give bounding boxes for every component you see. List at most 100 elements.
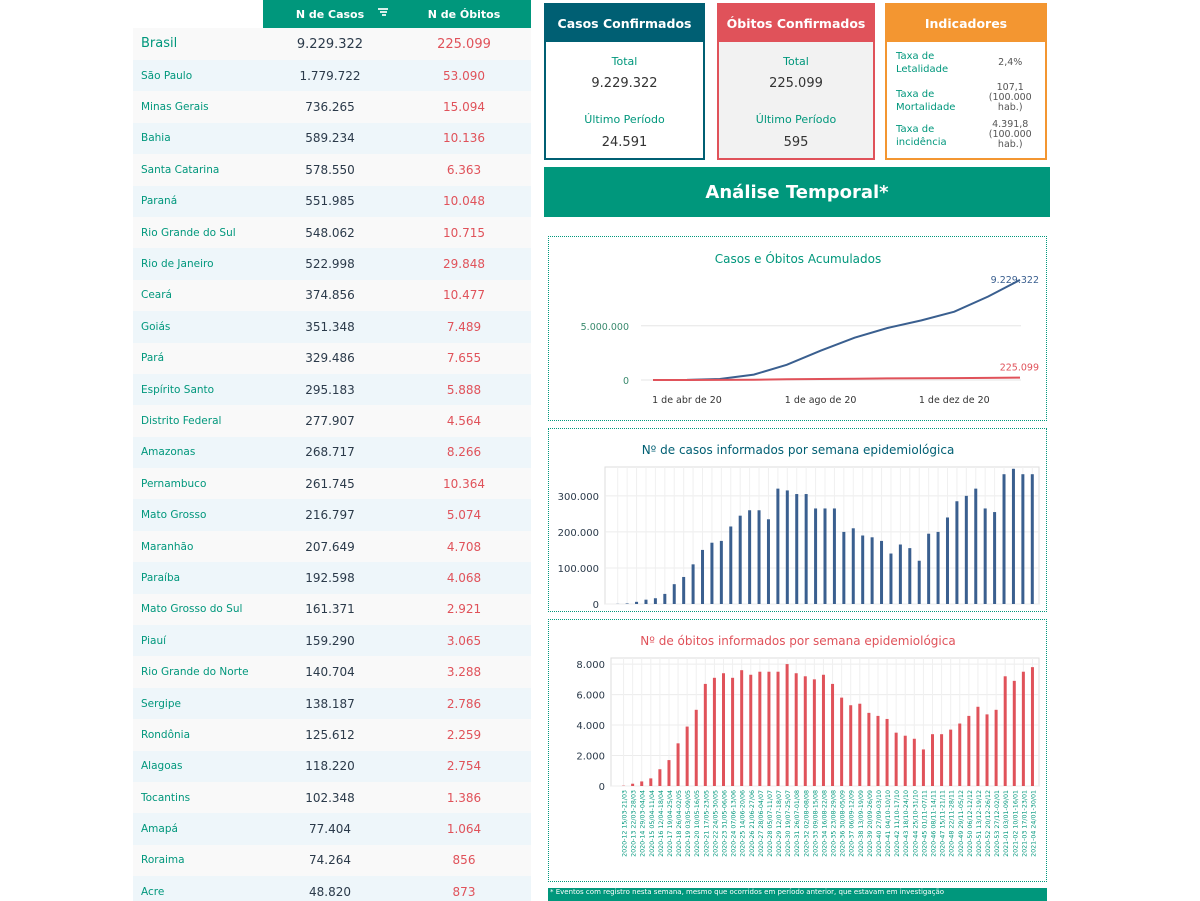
weekly-cases-chart[interactable]: Nº de casos informados por semana epidem… [549, 429, 1048, 613]
bar [912, 738, 916, 786]
y-tick-label: 5.000.000 [581, 322, 629, 333]
bar [658, 769, 662, 786]
bar [625, 603, 629, 604]
header-blank [133, 0, 263, 28]
y-tick-label: 0 [599, 782, 605, 793]
state-name: Mato Grosso do Sul [141, 603, 243, 616]
cases-line [652, 279, 1021, 381]
deaths-value: 5.074 [446, 508, 482, 523]
bar [767, 671, 771, 786]
cases-period-value: 24.591 [601, 135, 648, 150]
cases-total-value: 9.229.322 [591, 76, 658, 91]
x-tick-label: 1 de ago de 20 [785, 395, 857, 406]
deaths-value: 856 [452, 853, 476, 868]
bar [1030, 667, 1034, 786]
table-row: Rio Grande do Sul 548.062 10.715 [133, 216, 531, 249]
indicator-row: Taxa de Letalidade 2,4% [887, 50, 1045, 76]
bar [823, 508, 827, 604]
table-row: Tocantins 102.348 1.386 [133, 781, 531, 814]
deaths-value: 29.848 [443, 257, 485, 272]
cumulative-chart[interactable]: Casos e Óbitos Acumulados 0 5.000.000 1 de … [549, 237, 1048, 422]
x-tick-label: 2020-17 19/04-25/04 [667, 790, 674, 857]
bar [740, 670, 744, 786]
deaths-value: 10.715 [443, 225, 485, 240]
bar [898, 544, 902, 604]
cases-value: 277.907 [305, 413, 355, 428]
bar [803, 676, 807, 786]
deaths-value: 4.708 [446, 539, 482, 554]
header-cases[interactable]: N de Casos [263, 0, 397, 28]
cases-value: 118.220 [305, 759, 355, 774]
x-tick-label: 2020-40 27/09-03/10 [876, 790, 883, 857]
table-row: Mato Grosso do Sul 161.371 2.921 [133, 593, 531, 626]
bar [894, 732, 898, 786]
table-row: Espírito Santo 295.183 5.888 [133, 373, 531, 406]
bar [758, 671, 762, 786]
y-tick-label: 100.000 [558, 564, 599, 575]
x-tick-label: 2020-19 03/05-09/05 [685, 790, 692, 857]
state-name: Espírito Santo [141, 383, 215, 396]
x-tick-label: 2020-34 16/08-22/08 [821, 790, 828, 857]
bar [880, 540, 884, 604]
cases-value: 329.486 [305, 351, 355, 366]
cases-value: 138.187 [305, 696, 355, 711]
bar [917, 560, 921, 604]
cases-value: 77.404 [309, 822, 351, 837]
bar [985, 714, 989, 786]
bar [653, 598, 657, 604]
state-name: Bahia [141, 132, 171, 145]
cases-card-title: Casos Confirmados [546, 5, 703, 42]
bar [958, 723, 962, 786]
table-body: Brasil 9.229.322 225.099 São Paulo 1.779.722… [133, 28, 531, 901]
state-name: Brasil [141, 36, 178, 51]
cases-value: 522.998 [305, 257, 355, 272]
bar [794, 673, 798, 786]
bar [785, 490, 789, 604]
chart-title: Nº de casos informados por semana epidem… [642, 443, 955, 457]
bar [831, 683, 835, 786]
state-name: Tocantins [141, 791, 191, 804]
header-deaths-label: N de Óbitos [427, 7, 501, 21]
bar [858, 703, 862, 786]
x-tick-label: 2021-01 03/01-09/01 [1003, 790, 1010, 857]
deaths-total-label: Total [783, 55, 809, 68]
bar [631, 783, 635, 786]
state-name: Alagoas [141, 760, 183, 773]
cases-value: 589.234 [305, 131, 355, 146]
bar [1021, 474, 1025, 604]
sort-icon[interactable] [377, 6, 389, 18]
bar [1002, 474, 1006, 604]
bar [703, 683, 707, 786]
x-tick-label: 2020-13 22/03-28/03 [631, 790, 638, 857]
cases-value: 374.856 [305, 288, 355, 303]
deaths-value: 2.921 [446, 602, 482, 617]
bar [640, 781, 644, 786]
table-row: Mato Grosso 216.797 5.074 [133, 499, 531, 531]
states-table: N de Casos N de Óbitos Brasil 9.229.322 22… [133, 0, 531, 901]
state-name: Paraíba [141, 571, 181, 584]
bar [974, 488, 978, 604]
bar [719, 540, 723, 604]
weekly-deaths-chart-panel: Nº de óbitos informados por semana epide… [548, 619, 1047, 882]
weekly-deaths-chart[interactable]: Nº de óbitos informados por semana epide… [549, 620, 1048, 883]
plot-area [604, 466, 1040, 605]
table-row: Acre 48.820 873 [133, 876, 531, 901]
table-row: Ceará 374.856 10.477 [133, 279, 531, 312]
bar [1003, 676, 1007, 786]
deaths-value: 3.065 [446, 633, 482, 648]
indicators-card-title: Indicadores [887, 5, 1045, 42]
header-deaths[interactable]: N de Óbitos [397, 0, 531, 28]
bar [729, 526, 733, 604]
cases-value: 74.264 [309, 853, 351, 868]
x-tick-label: 2020-30 19/07-25/07 [785, 790, 792, 857]
chart-title: Casos e Óbitos Acumulados [715, 251, 882, 266]
header-cases-label: N de Casos [295, 7, 365, 21]
x-tick-label: 2020-33 09/08-15/08 [812, 790, 819, 857]
cases-value: 216.797 [305, 508, 355, 523]
state-name: Maranhão [141, 540, 194, 553]
bar [889, 553, 893, 604]
x-tick-label: 2020-21 17/05-23/05 [703, 790, 710, 857]
bar [812, 679, 816, 786]
bar [936, 531, 940, 604]
series-end-label: 9.229.322 [991, 275, 1039, 286]
